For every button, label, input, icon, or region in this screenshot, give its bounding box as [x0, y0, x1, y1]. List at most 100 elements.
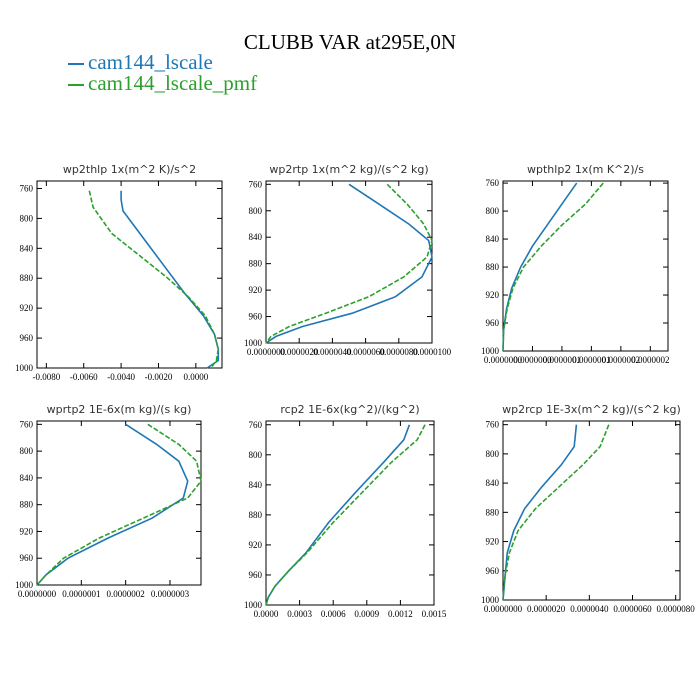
- y-tick-label: 840: [20, 243, 34, 253]
- legend-label-lscale: cam144_lscale: [88, 50, 213, 74]
- x-tick-label: 0.0000060: [346, 347, 385, 357]
- y-tick-label: 760: [486, 178, 500, 188]
- y-tick-label: 880: [249, 510, 263, 520]
- y-tick-label: 960: [20, 553, 34, 563]
- x-tick-label: 0.0000000: [247, 347, 286, 357]
- plot-title: wp2rcp 1E-3x(m^2 kg)/(s^2 kg): [502, 403, 681, 416]
- x-tick-label: 0.0012: [388, 609, 413, 619]
- legend-label-lscale-pmf: cam144_lscale_pmf: [88, 71, 258, 95]
- y-tick-label: 880: [20, 500, 34, 510]
- legend-swatch-lscale-pmf: [68, 84, 84, 87]
- series-line-lscale: [502, 424, 578, 601]
- plot-5: rcp2 1E-6x(kg^2)/(kg^2) 760 800 840 880 920 96…: [244, 403, 447, 619]
- y-tick-label: 920: [249, 285, 263, 295]
- series-line-lscale-pmf: [88, 190, 220, 369]
- y-tick-label: 920: [486, 537, 500, 547]
- y-tick-label: 1000: [481, 346, 500, 356]
- y-tick-label: 800: [249, 450, 263, 460]
- x-tick-label: 0.0000080: [380, 347, 419, 357]
- y-tick-label: 960: [20, 333, 34, 343]
- plot-frame: [36, 420, 202, 586]
- y-tick-label: 760: [249, 420, 263, 430]
- legend-entry-lscale: cam144_lscale: [68, 50, 213, 75]
- plot-4: wprtp2 1E-6x(m kg)/(s kg) 760 800 840 880 920…: [15, 403, 202, 599]
- plot-frame: [502, 420, 681, 601]
- plot-title: wp2thlp 1x(m^2 K)/s^2: [63, 163, 196, 176]
- y-tick-label: 840: [249, 480, 263, 490]
- x-tick-label: 0.0000002: [602, 355, 640, 365]
- y-tick-label: 840: [249, 232, 263, 242]
- x-tick-label: 0.0006: [321, 609, 346, 619]
- x-tick-label: 0.0000040: [313, 347, 352, 357]
- x-tick-label: 0.0003: [287, 609, 312, 619]
- y-tick-label: 960: [249, 312, 263, 322]
- plot-title: rcp2 1E-6x(kg^2)/(kg^2): [280, 403, 419, 416]
- y-tick-label: 760: [20, 183, 34, 193]
- y-tick-label: 1000: [481, 595, 500, 605]
- series-line-lscale-pmf: [502, 182, 604, 352]
- y-tick-label: 1000: [244, 338, 263, 348]
- series-line-lscale-pmf: [265, 183, 433, 344]
- y-tick-label: 920: [486, 290, 500, 300]
- x-tick-label: 0.0000001: [572, 355, 610, 365]
- x-tick-label: 0.0000: [254, 609, 279, 619]
- x-tick-label: 0.0000000: [18, 589, 57, 599]
- y-tick-label: 960: [486, 318, 500, 328]
- y-tick-label: 1000: [244, 600, 263, 610]
- y-tick-label: 800: [20, 446, 34, 456]
- x-tick-label: 0.0000002: [107, 589, 145, 599]
- y-tick-label: 760: [249, 179, 263, 189]
- y-tick-label: 1000: [15, 580, 34, 590]
- y-tick-label: 800: [486, 449, 500, 459]
- plot-frame: [265, 180, 433, 344]
- x-tick-label: -0.0020: [145, 372, 173, 382]
- series-line-lscale: [36, 423, 189, 586]
- x-tick-label: 0.0000001: [543, 355, 581, 365]
- series-line-lscale-pmf: [502, 424, 610, 601]
- y-tick-label: 880: [486, 262, 500, 272]
- y-tick-label: 840: [20, 473, 34, 483]
- plot-3: wpthlp2 1x(m K^2)/s 760 800 840 880 920 960 100…: [481, 163, 669, 365]
- x-tick-label: 0.0000020: [527, 604, 566, 614]
- x-tick-label: -0.0060: [70, 372, 98, 382]
- plot-title: wpthlp2 1x(m K^2)/s: [527, 163, 644, 176]
- x-tick-label: -0.0080: [32, 372, 60, 382]
- x-tick-label: 0.0000001: [62, 589, 100, 599]
- x-tick-label: 0.0000000: [513, 355, 552, 365]
- x-tick-label: -0.0040: [107, 372, 135, 382]
- plot-1: wp2thlp 1x(m^2 K)/s^2 760 800 840 880 920 960 1…: [15, 163, 223, 382]
- page-title: CLUBB VAR at295E,0N: [243, 30, 457, 54]
- x-tick-label: 0.0000: [183, 372, 208, 382]
- x-tick-label: 0.0000040: [570, 604, 609, 614]
- legend-swatch-lscale: [68, 63, 84, 66]
- plot-title: wp2rtp 1x(m^2 kg)/(s^2 kg): [269, 163, 428, 176]
- y-tick-label: 760: [20, 419, 34, 429]
- plot-2: wp2rtp 1x(m^2 kg)/(s^2 kg) 760 800 840 880 92…: [244, 163, 452, 357]
- plot-frame: [265, 420, 435, 606]
- x-tick-label: 0.0000060: [613, 604, 652, 614]
- series-line-lscale-pmf: [265, 424, 426, 606]
- y-tick-label: 960: [249, 570, 263, 580]
- x-tick-label: 0.0000020: [280, 347, 319, 357]
- x-tick-label: 0.0000003: [151, 589, 190, 599]
- series-line-lscale: [502, 182, 578, 352]
- series-line-lscale-pmf: [36, 423, 202, 586]
- plot-frame: [36, 180, 223, 369]
- plot-title: wprtp2 1E-6x(m kg)/(s kg): [47, 403, 192, 416]
- x-tick-label: 0.0000002: [631, 355, 669, 365]
- y-tick-label: 960: [486, 566, 500, 576]
- series-line-lscale: [265, 183, 433, 344]
- series-line-lscale: [265, 424, 411, 606]
- y-tick-label: 880: [486, 507, 500, 517]
- y-tick-label: 920: [20, 526, 34, 536]
- y-tick-label: 760: [486, 420, 500, 430]
- x-tick-label: 0.0000000: [484, 604, 523, 614]
- y-tick-label: 800: [486, 206, 500, 216]
- y-tick-label: 800: [249, 206, 263, 216]
- y-tick-label: 880: [249, 259, 263, 269]
- plot-6: wp2rcp 1E-3x(m^2 kg)/(s^2 kg)760 800 840 88…: [481, 403, 695, 614]
- x-tick-label: 0.0015: [422, 609, 447, 619]
- y-tick-label: 1000: [15, 363, 34, 373]
- y-tick-label: 840: [486, 234, 500, 244]
